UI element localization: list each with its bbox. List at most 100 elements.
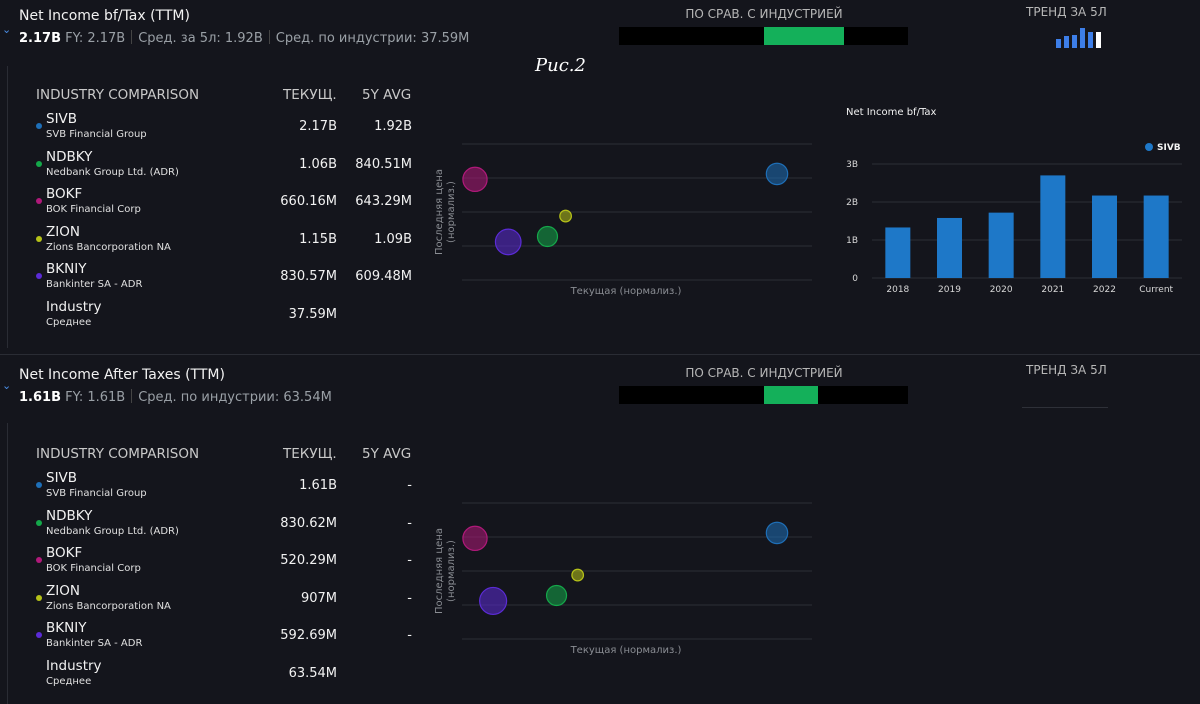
scatter-point-sivb — [765, 521, 789, 545]
row-current-value: 1.15B — [299, 231, 337, 247]
scatter-point-ndbky — [536, 225, 559, 248]
row-ticker: ZION — [46, 582, 80, 599]
trend-bar — [1096, 32, 1101, 48]
section-divider — [0, 354, 1200, 355]
bar-2018 — [885, 227, 911, 278]
row-company-name: Bankinter SA - ADR — [46, 279, 143, 291]
row-5y-avg-value: - — [407, 478, 412, 493]
x-tick-label: 2020 — [990, 285, 1013, 295]
industry-avg-value: Сред. по индустрии: 63.54M — [138, 390, 332, 405]
table-row[interactable]: NDBKY Nedbank Group Ltd. (ADR) 830.62M - — [36, 508, 416, 544]
y-tick-label: 0 — [852, 274, 858, 284]
section-summary: 2.17B FY: 2.17B Сред. за 5л: 1.92B Сред. п… — [19, 30, 469, 46]
y-tick-label: 1B — [846, 236, 858, 246]
row-ticker: SIVB — [46, 470, 78, 486]
current-value: 2.17B — [19, 31, 61, 46]
row-ticker: BKNIY — [46, 620, 87, 637]
section-net-income-bf-tax: ⌄ Net Income bf/Tax (TTM) 2.17B FY: 2.17… — [2, 5, 1182, 348]
row-5y-avg-value: 840.51M — [355, 156, 412, 172]
trend-bar — [1064, 36, 1069, 48]
bar-2019 — [937, 217, 962, 278]
row-5y-avg-value: 1.92B — [374, 119, 412, 134]
table-row[interactable]: BOKF BOK Financial Corp 660.16M 643.29M — [36, 186, 416, 222]
fy-value: FY: 2.17B — [65, 31, 126, 46]
row-current-value: 592.69M — [280, 628, 337, 644]
table-row[interactable]: SIVB SVB Financial Group 1.61B - — [36, 470, 416, 506]
trend-sparkbars — [1056, 28, 1116, 48]
row-5y-avg-value: - — [407, 628, 412, 644]
chart-title: Net Income bf/Tax — [846, 107, 937, 118]
section-net-income-after-taxes: ⌄ Net Income After Taxes (TTM) 1.61B FY:… — [0, 355, 1200, 704]
scatter-point-bkniy — [494, 228, 522, 256]
compare-label: ПО СРАВ. С ИНДУСТРИЕЙ — [685, 366, 843, 380]
fy-value: FY: 1.61B — [65, 390, 126, 405]
compare-bar — [619, 27, 908, 45]
compare-bar-fill — [763, 27, 845, 45]
trend-baseline — [1022, 407, 1108, 408]
scatter-point-zion — [571, 568, 585, 582]
table-row[interactable]: ZION Zions Bancorporation NA 1.15B 1.09B — [36, 224, 416, 260]
table-header-name: INDUSTRY COMPARISON — [36, 446, 200, 462]
scatter-point-bokf — [462, 525, 488, 552]
row-current-value: 520.29M — [280, 553, 337, 569]
x-tick-label: 2019 — [938, 285, 961, 295]
table-row[interactable]: Industry Среднее 63.54M — [36, 658, 416, 694]
scatter-point-zion — [559, 209, 573, 223]
bar-2022 — [1092, 195, 1117, 278]
table-row[interactable]: ZION Zions Bancorporation NA 907M - — [36, 583, 416, 619]
divider — [268, 30, 270, 44]
scatter-point-sivb — [765, 162, 789, 186]
compare-bar-fill — [763, 386, 819, 404]
row-company-name: Nedbank Group Ltd. (ADR) — [46, 166, 179, 178]
table-row[interactable]: Industry Среднее 37.59M — [36, 299, 416, 335]
row-company-name: Среднее — [46, 676, 92, 687]
table-header-5y-avg: 5Y AVG — [362, 446, 412, 462]
row-current-value: 660.16M — [280, 194, 337, 210]
row-5y-avg-value: 643.29M — [355, 194, 412, 210]
row-current-value: 2.17B — [299, 119, 337, 134]
row-company-name: SVB Financial Group — [46, 488, 147, 499]
row-ticker: ZION — [46, 223, 80, 240]
row-ticker: NDBKY — [46, 148, 93, 165]
y-tick-label: 2B — [846, 198, 858, 208]
row-company-name: BOK Financial Corp — [46, 204, 141, 216]
annotation-label: Рис.2 — [535, 55, 586, 76]
scatter-point-bokf — [462, 166, 488, 193]
trend-bar — [1072, 35, 1077, 48]
row-current-value: 830.62M — [280, 515, 337, 531]
table-row[interactable]: BKNIY Bankinter SA - ADR 592.69M - — [36, 620, 416, 656]
row-company-name: Nedbank Group Ltd. (ADR) — [46, 525, 179, 537]
row-5y-avg-value: - — [407, 515, 412, 531]
x-axis-label: Текущая (нормализ.) — [570, 645, 682, 656]
row-5y-avg-value: 609.48M — [355, 269, 412, 285]
legend-dot — [36, 594, 42, 601]
row-company-name: Bankinter SA - ADR — [46, 638, 143, 650]
legend-dot — [36, 519, 42, 526]
table-row[interactable]: BOKF BOK Financial Corp 520.29M - — [36, 545, 416, 581]
chevron-down-icon[interactable]: ⌄ — [2, 23, 12, 36]
divider — [131, 30, 133, 44]
row-ticker: Industry — [46, 299, 102, 315]
row-current-value: 63.54M — [288, 666, 337, 681]
legend-dot — [36, 235, 42, 242]
x-tick-label: 2021 — [1041, 285, 1064, 295]
row-company-name: BOK Financial Corp — [46, 563, 141, 575]
row-ticker: SIVB — [46, 111, 78, 127]
row-current-value: 1.06B — [299, 156, 337, 172]
table-row[interactable]: SIVB SVB Financial Group 2.17B 1.92B — [36, 111, 416, 147]
table-row[interactable]: NDBKY Nedbank Group Ltd. (ADR) 1.06B 840.51… — [36, 149, 416, 185]
chevron-down-icon[interactable]: ⌄ — [2, 379, 12, 392]
x-tick-label: Current — [1139, 285, 1173, 295]
legend-label: SIVB — [1157, 143, 1181, 153]
row-current-value: 830.57M — [280, 269, 337, 285]
section-title: Net Income bf/Tax (TTM) — [19, 8, 190, 24]
x-tick-label: 2018 — [886, 285, 909, 295]
compare-bar — [619, 386, 908, 404]
section-summary: 1.61B FY: 1.61B Сред. по индустрии: 63.54… — [19, 389, 332, 405]
row-5y-avg-value: - — [407, 553, 412, 569]
table-row[interactable]: BKNIY Bankinter SA - ADR 830.57M 609.48M — [36, 261, 416, 297]
legend-dot — [36, 482, 42, 488]
row-ticker: Industry — [46, 658, 102, 674]
current-value: 1.61B — [19, 390, 61, 405]
trend-bar — [1056, 39, 1061, 48]
